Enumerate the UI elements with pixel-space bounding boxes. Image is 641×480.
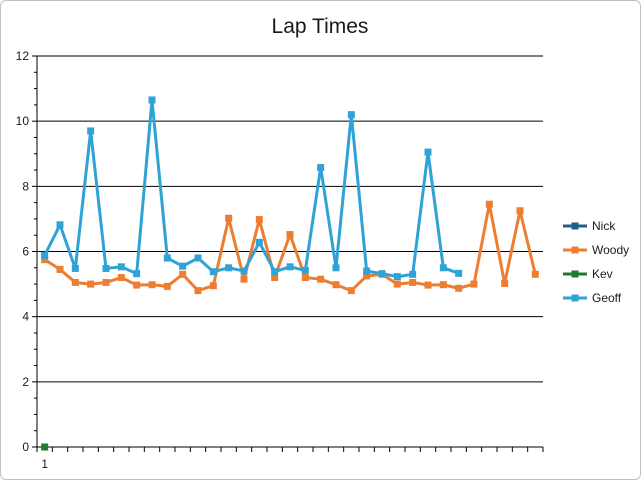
- data-point-geoff: [317, 163, 325, 171]
- data-point-geoff: [117, 263, 125, 271]
- legend-label-woody: Woody: [592, 243, 629, 257]
- data-point-woody: [148, 281, 156, 289]
- data-point-geoff: [41, 251, 49, 259]
- data-point-woody: [255, 216, 263, 224]
- legend-label-kev: Kev: [592, 267, 613, 281]
- y-tick-label-0: 0: [22, 440, 29, 454]
- data-point-woody: [470, 280, 478, 288]
- data-point-kev: [41, 443, 49, 451]
- data-point-woody: [102, 278, 110, 286]
- series-line-geoff: [43, 98, 460, 279]
- legend-marker-kev: [571, 270, 579, 278]
- data-point-woody: [363, 272, 371, 280]
- data-point-geoff: [301, 266, 309, 274]
- data-point-geoff: [439, 264, 447, 272]
- data-point-geoff: [286, 263, 294, 271]
- y-tick-label-6: 6: [22, 245, 29, 259]
- data-point-woody: [347, 287, 355, 295]
- data-point-geoff: [363, 267, 371, 275]
- data-point-geoff: [148, 96, 156, 104]
- data-point-geoff: [163, 254, 171, 262]
- legend-label-nick: Nick: [592, 219, 616, 233]
- y-tick-label-2: 2: [22, 375, 29, 389]
- data-point-geoff: [194, 254, 202, 262]
- data-point-geoff: [87, 127, 95, 135]
- data-point-geoff: [409, 270, 417, 278]
- data-point-geoff: [424, 148, 432, 156]
- data-point-geoff: [393, 273, 401, 281]
- data-point-woody: [439, 281, 447, 289]
- data-point-geoff: [378, 270, 386, 278]
- data-point-geoff: [71, 264, 79, 272]
- legend: Nick Woody Kev Geoff: [563, 219, 629, 305]
- data-point-woody: [455, 284, 463, 292]
- data-point-geoff: [455, 269, 463, 277]
- data-point-woody: [41, 256, 49, 264]
- data-point-woody: [485, 200, 493, 208]
- data-point-woody: [301, 274, 309, 282]
- y-tick-label-8: 8: [22, 179, 29, 193]
- data-point-geoff: [271, 268, 279, 276]
- data-point-woody: [163, 282, 171, 290]
- data-point-geoff: [240, 267, 248, 275]
- data-point-geoff: [225, 264, 233, 272]
- data-point-woody: [516, 207, 524, 215]
- data-point-woody: [286, 231, 294, 239]
- data-point-woody: [194, 287, 202, 295]
- data-point-woody: [409, 278, 417, 286]
- legend-marker-woody: [571, 246, 579, 254]
- axes: 0 2 4 6 8 10 12 1: [16, 49, 544, 471]
- data-point-woody: [424, 281, 432, 289]
- legend-marker-nick: [571, 222, 579, 230]
- data-point-geoff: [179, 262, 187, 270]
- data-point-geoff: [56, 221, 64, 229]
- data-point-woody: [179, 270, 187, 278]
- data-point-woody: [271, 274, 279, 282]
- data-point-geoff: [209, 268, 217, 276]
- data-point-woody: [332, 281, 340, 289]
- data-point-woody: [87, 280, 95, 288]
- data-point-woody: [56, 265, 64, 273]
- data-point-woody: [117, 274, 125, 282]
- y-tick-label-10: 10: [16, 114, 30, 128]
- data-point-geoff: [133, 270, 141, 278]
- data-point-woody: [133, 281, 141, 289]
- data-point-woody: [393, 280, 401, 288]
- x-tick-label-1: 1: [41, 457, 48, 471]
- data-point-woody: [225, 214, 233, 222]
- chart-title: Lap Times: [272, 15, 369, 38]
- data-point-geoff: [102, 264, 110, 272]
- data-point-woody: [317, 275, 325, 283]
- data-point-woody: [531, 270, 539, 278]
- legend-marker-geoff: [571, 294, 579, 302]
- data-point-geoff: [347, 111, 355, 119]
- data-point-woody: [501, 279, 509, 287]
- data-point-woody: [240, 275, 248, 283]
- legend-label-geoff: Geoff: [592, 291, 622, 305]
- grid-lines: [37, 55, 543, 383]
- data-point-woody: [71, 278, 79, 286]
- series-lines: [41, 96, 539, 451]
- data-point-geoff: [255, 238, 263, 246]
- data-point-woody: [209, 282, 217, 290]
- data-point-geoff: [332, 264, 340, 272]
- y-tick-label-12: 12: [16, 49, 30, 63]
- y-tick-label-4: 4: [22, 310, 29, 324]
